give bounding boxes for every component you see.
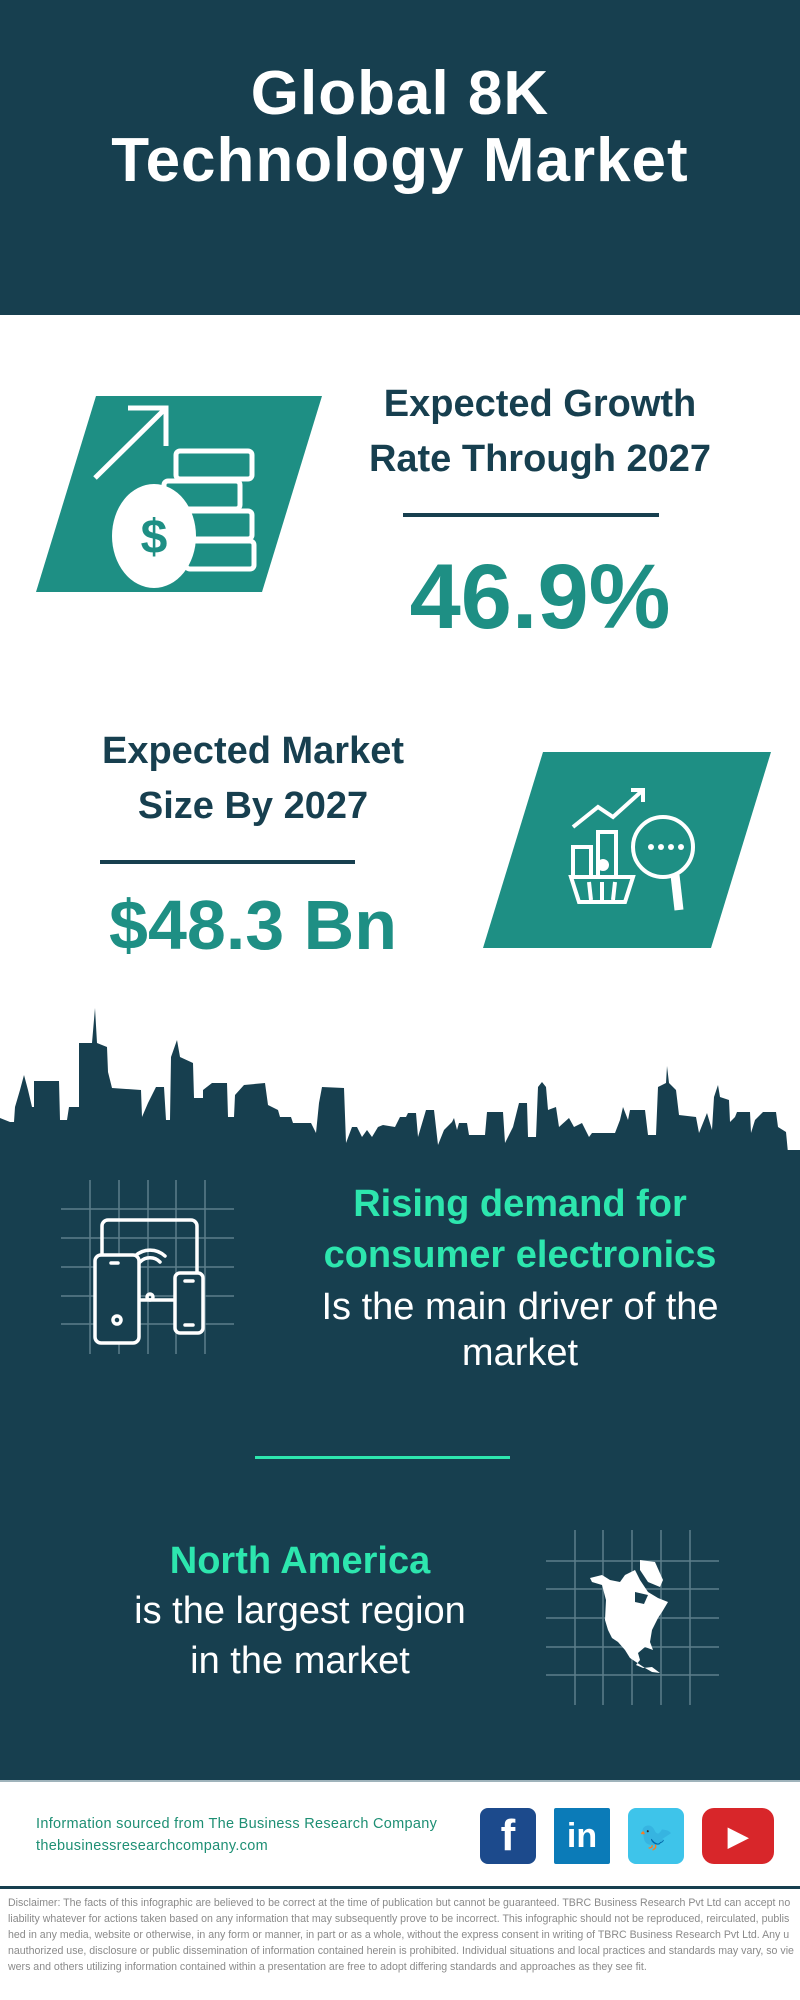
growth-divider bbox=[403, 513, 659, 517]
market-label-line-2: Size By 2027 bbox=[137, 785, 369, 827]
market-analysis-icon bbox=[483, 752, 771, 948]
social-links: f in 🐦 ▶ bbox=[480, 1808, 774, 1864]
footer-top-border bbox=[0, 1780, 800, 1782]
market-label-line-1: Expected Market bbox=[101, 730, 404, 772]
website-link[interactable]: thebusinessresearchcompany.com bbox=[36, 1838, 268, 1854]
youtube-icon[interactable]: ▶ bbox=[702, 1808, 774, 1864]
market-value: $48.3 Bn bbox=[109, 886, 397, 964]
north-america-map-icon bbox=[546, 1530, 719, 1705]
growth-value: 46.9% bbox=[409, 546, 671, 648]
growth-label-line-2: Rate Through 2027 bbox=[368, 438, 712, 480]
city-skyline bbox=[0, 1008, 800, 1165]
growth-label-line-1: Expected Growth bbox=[383, 383, 697, 425]
section-divider bbox=[255, 1456, 510, 1459]
region-text-line-1: is the largest region bbox=[134, 1590, 466, 1632]
disclaimer-text: Disclaimer: The facts of this infographi… bbox=[8, 1897, 794, 1973]
driver-text-line-1: Is the main driver of the bbox=[321, 1286, 719, 1328]
header-banner: Global 8K Technology Market bbox=[0, 0, 800, 315]
market-divider bbox=[100, 860, 355, 864]
title-line-1: Global 8K bbox=[250, 59, 550, 128]
region-highlight: North America bbox=[169, 1540, 431, 1582]
source-text: Information sourced from The Business Re… bbox=[36, 1816, 438, 1832]
driver-highlight-line-1: Rising demand for bbox=[353, 1183, 687, 1225]
money-growth-icon: $ bbox=[36, 396, 322, 592]
disclaimer-border bbox=[0, 1886, 800, 1889]
driver-highlight-line-2: consumer electronics bbox=[323, 1234, 717, 1276]
driver-text-line-2: market bbox=[461, 1332, 579, 1374]
title-line-2: Technology Market bbox=[111, 126, 689, 195]
devices-icon bbox=[61, 1180, 234, 1354]
svg-text:$: $ bbox=[141, 511, 168, 564]
facebook-icon[interactable]: f bbox=[480, 1808, 536, 1864]
region-text-line-2: in the market bbox=[190, 1640, 410, 1682]
linkedin-icon[interactable]: in bbox=[554, 1808, 610, 1864]
twitter-icon[interactable]: 🐦 bbox=[628, 1808, 684, 1864]
